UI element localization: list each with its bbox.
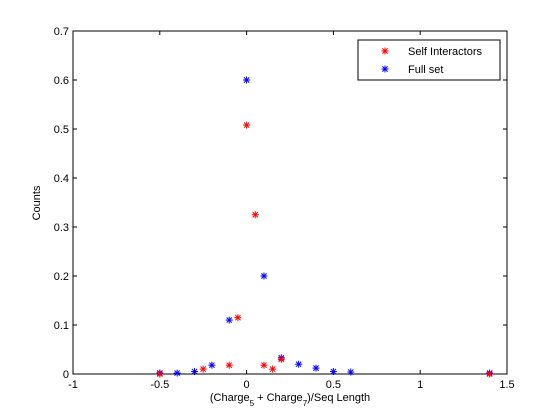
ticks-group: -1 -0.5 0 0.5 1 1.5 0 0.1 0.2 0.3 0.4 0.5 0.6 0.7: [54, 26, 515, 391]
y-tick-label: 0.1: [54, 320, 69, 332]
data-point-full-set: [347, 368, 355, 376]
data-point-self-interactors: [243, 121, 251, 129]
y-tick-label: 0.7: [54, 26, 69, 38]
data-point-full-set: [208, 361, 216, 369]
x-tick-label: 0: [244, 379, 250, 391]
data-point-full-set: [312, 364, 320, 372]
legend-marker-self-interactors: [381, 47, 389, 55]
data-point-self-interactors: [225, 361, 233, 369]
data-point-self-interactors: [269, 365, 277, 373]
legend-label-full-set: Full set: [408, 64, 443, 76]
y-tick-label: 0.4: [54, 173, 69, 185]
x-tick-label: 1.5: [499, 379, 514, 391]
legend: Self Interactors Full set: [357, 39, 501, 81]
data-point-full-set: [191, 368, 199, 376]
data-point-self-interactors: [277, 355, 285, 363]
y-tick-label: 0: [63, 369, 69, 381]
y-tick-label: 0.5: [54, 124, 69, 136]
legend-box: [357, 39, 501, 81]
data-point-full-set: [260, 272, 268, 280]
y-tick-label: 0.6: [54, 75, 69, 87]
data-point-full-set: [225, 316, 233, 324]
data-point-self-interactors: [156, 370, 164, 378]
data-point-self-interactors: [199, 365, 207, 373]
y-tick-label: 0.2: [54, 271, 69, 283]
data-point-full-set: [243, 76, 251, 84]
x-tick-label: 1: [417, 379, 423, 391]
y-axis-label: Counts: [31, 185, 43, 220]
data-point-full-set: [295, 360, 303, 368]
data-point-self-interactors: [234, 314, 242, 322]
x-tick-label: -0.5: [150, 379, 169, 391]
data-point-self-interactors: [260, 361, 268, 369]
data-point-self-interactors: [486, 370, 494, 378]
data-point-self-interactors: [251, 211, 259, 219]
x-tick-label: 0.5: [326, 379, 341, 391]
data-point-full-set: [173, 369, 181, 377]
x-axis-label: (Charge5 + Charge7)/Seq Length: [210, 392, 370, 408]
points-group: [156, 76, 494, 378]
data-point-full-set: [329, 368, 337, 376]
legend-label-self-interactors: Self Interactors: [408, 46, 482, 58]
plot-area: [72, 30, 508, 375]
y-tick-label: 0.3: [54, 222, 69, 234]
x-tick-label: -1: [68, 379, 78, 391]
legend-marker-full-set: [381, 65, 389, 73]
